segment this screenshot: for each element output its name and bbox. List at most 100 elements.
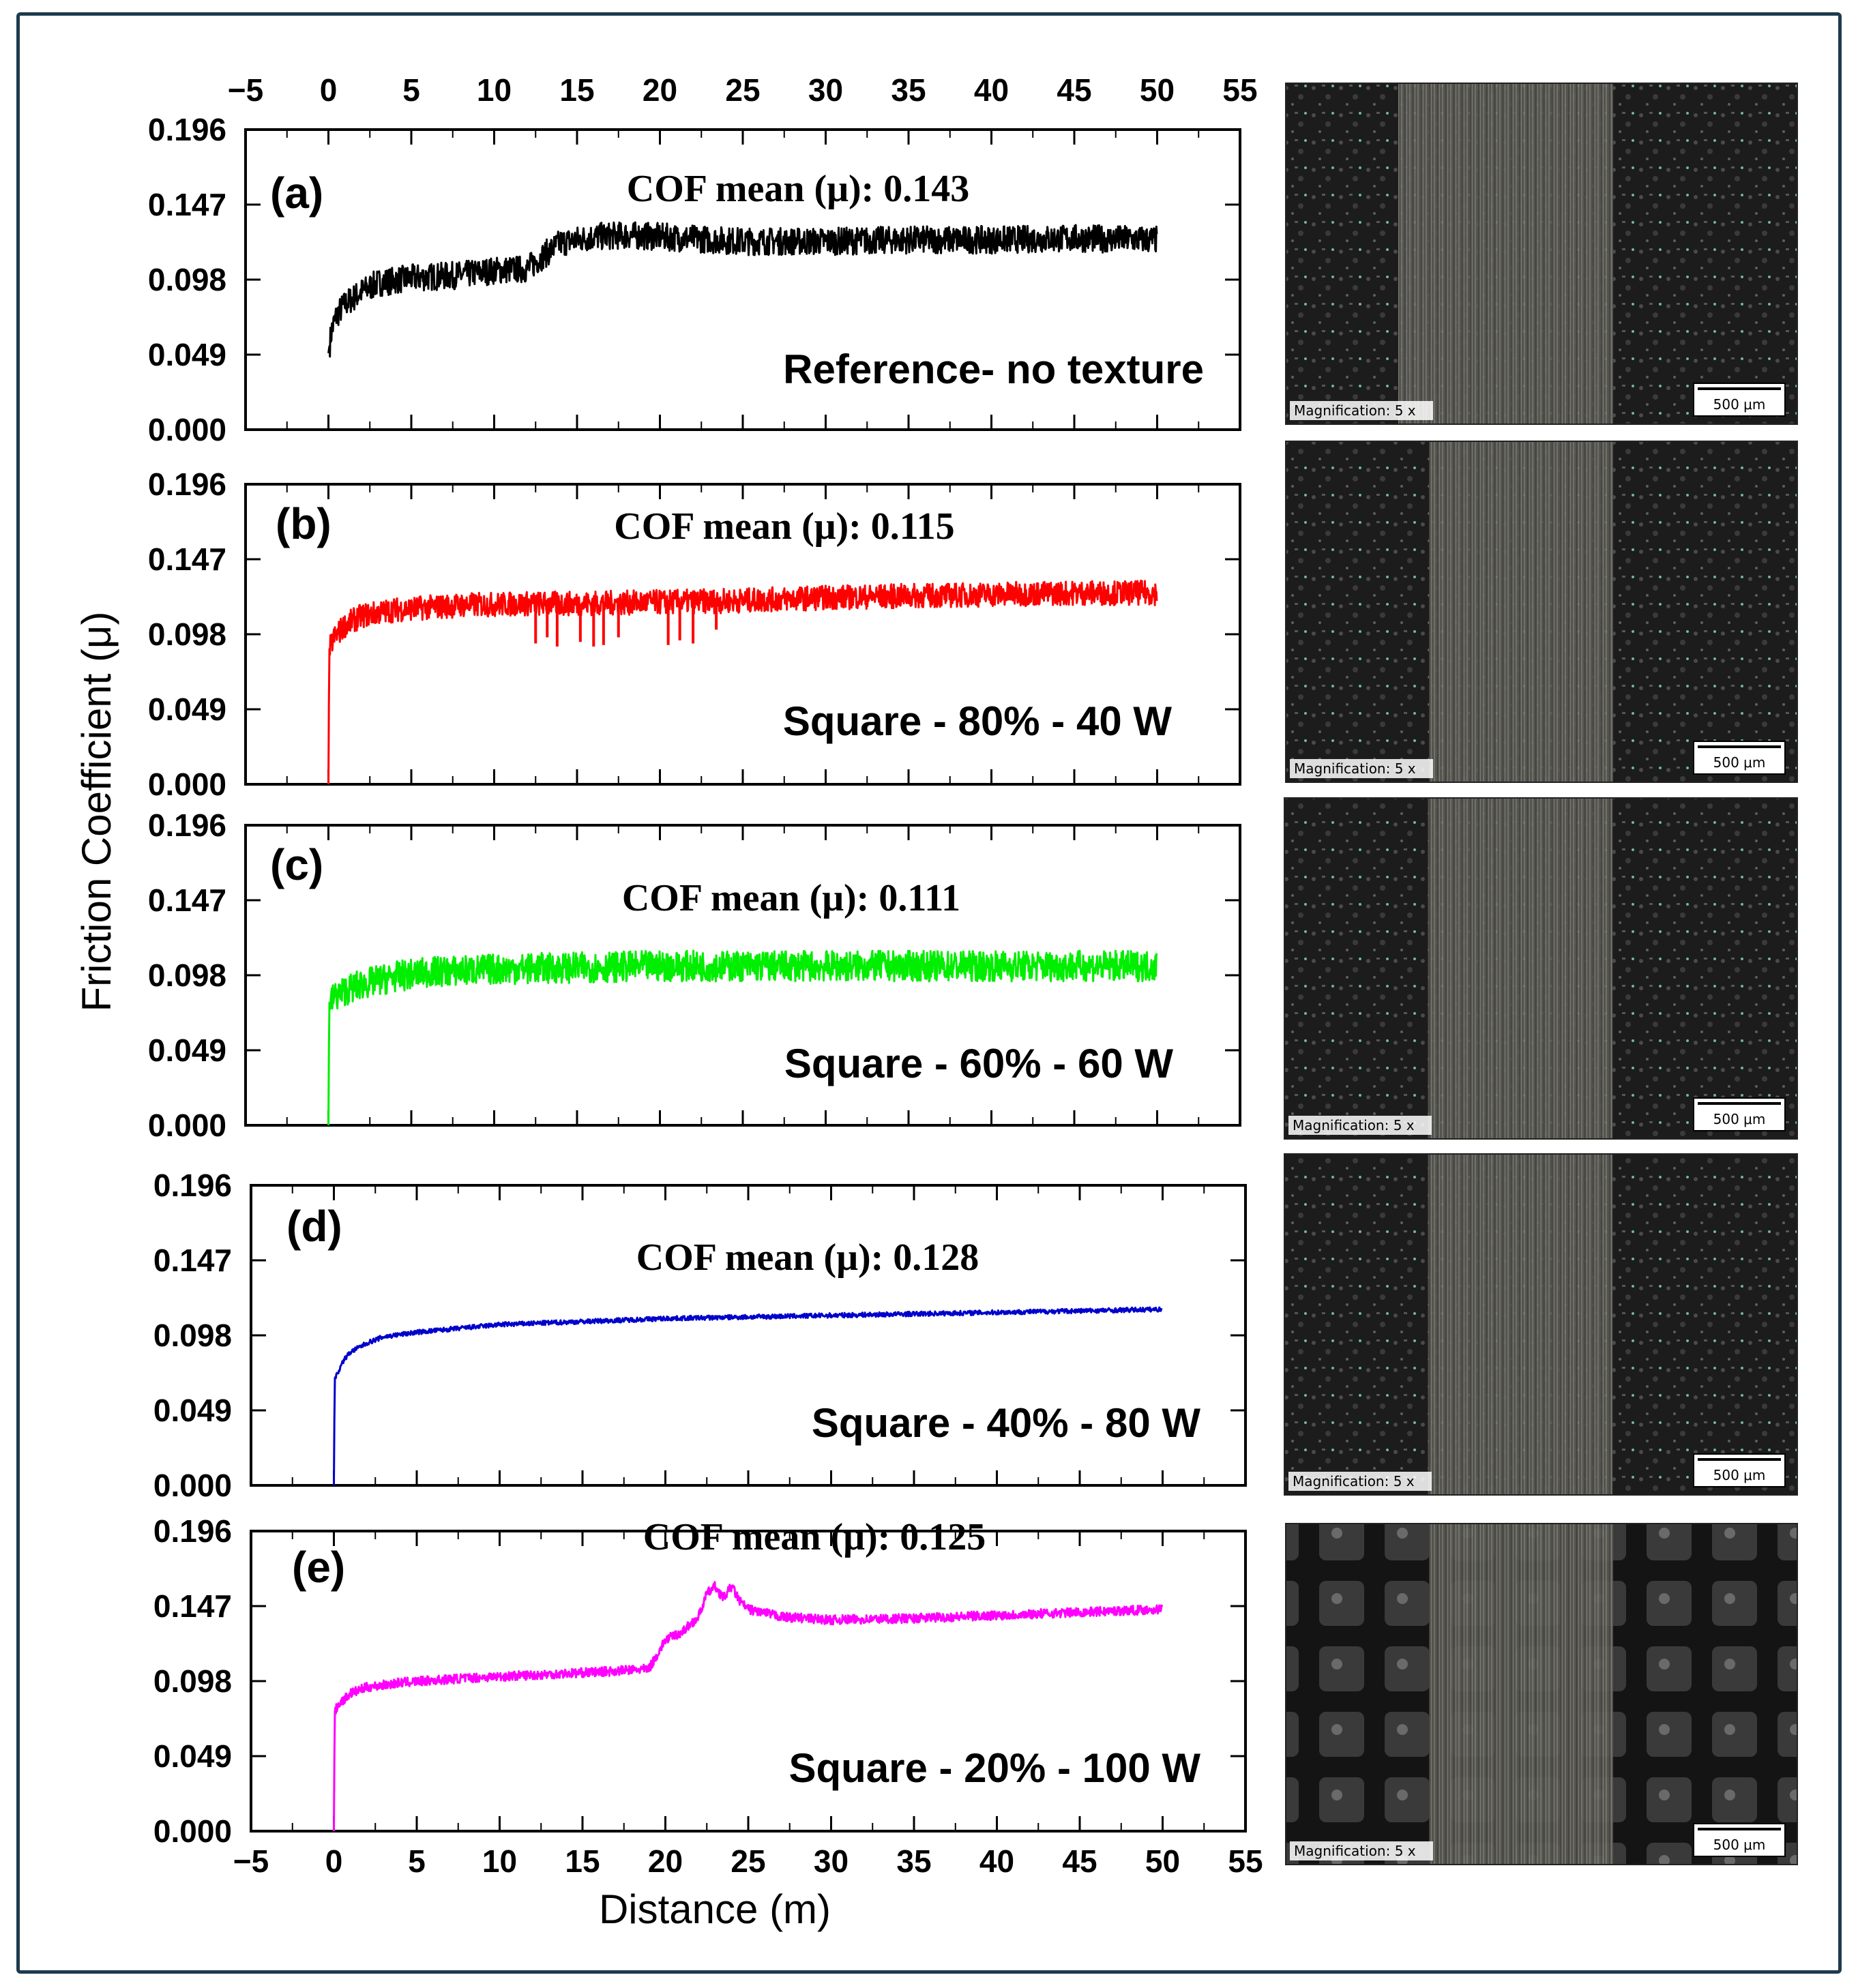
chart-panel-d: 0.000 0.049 0.098 0.147 0.196 (d) COF mean (μ)… — [153, 1168, 1247, 1503]
x-axis-title: Distance (m) — [599, 1886, 831, 1932]
panel-label: (c) — [270, 840, 323, 889]
y-tick-label: 0.098 — [148, 262, 226, 297]
x-tick-label: 10 — [482, 1843, 517, 1879]
cof-series-line — [327, 221, 1158, 358]
y-tick-label: 0.098 — [148, 617, 226, 652]
condition-label: Square - 80% - 40 W — [783, 698, 1173, 744]
y-tick-label: 0.000 — [153, 1468, 232, 1503]
y-tick-label: 0.000 — [153, 1813, 232, 1849]
y-tick-label: 0.049 — [148, 1033, 226, 1068]
y-tick-label: 0.147 — [148, 187, 226, 222]
x-tick-label: 5 — [402, 72, 420, 108]
panel-label: (e) — [292, 1543, 345, 1592]
x-tick-label: 10 — [477, 72, 512, 108]
panel-label: (b) — [276, 499, 331, 548]
x-tick-label: 15 — [559, 72, 594, 108]
magnification-label: Magnification: 5 x — [1294, 760, 1416, 777]
y-tick-label: 0.000 — [148, 412, 226, 447]
micrograph-border — [1285, 441, 1798, 783]
condition-label: Square - 60% - 60 W — [784, 1041, 1174, 1086]
micrograph-border — [1285, 83, 1798, 425]
micrograph-b: Magnification: 5 x 500 μm — [1285, 441, 1798, 783]
micrograph-border — [1285, 1523, 1798, 1865]
x-tick-label: 25 — [725, 72, 760, 108]
x-tick-label: 35 — [896, 1843, 931, 1879]
x-tick-label: 40 — [979, 1843, 1014, 1879]
wear-track — [1398, 83, 1613, 424]
chart-panel-a: −5 0 5 10 15 20 25 30 35 40 45 50 55 0.000 0.049 0.098 0… — [148, 72, 1258, 447]
cof-series-line — [327, 580, 1158, 785]
y-axis-title: Friction Coefficient (μ) — [74, 612, 119, 1012]
wear-track — [1429, 441, 1613, 782]
magnification-box — [1288, 1116, 1432, 1135]
chart-panel-b: 0.000 0.049 0.098 0.147 0.196 (b) COF mean (μ)… — [148, 466, 1241, 802]
condition-label: Square - 40% - 80 W — [812, 1400, 1201, 1446]
magnification-box — [1290, 401, 1433, 420]
x-tick-label: 35 — [891, 72, 926, 108]
x-tick-label: 20 — [648, 1843, 683, 1879]
scale-bar-label: 500 μm — [1713, 1111, 1766, 1127]
y-tick-label: 0.049 — [153, 1738, 232, 1774]
x-tick-label: 0 — [320, 72, 338, 108]
x-tick-label: 45 — [1057, 72, 1091, 108]
condition-label: Square - 20% - 100 W — [788, 1745, 1200, 1791]
scale-bar-label: 500 μm — [1713, 754, 1766, 771]
cof-mean-annotation: COF mean (μ): 0.125 — [643, 1516, 986, 1558]
y-tick-label: 0.098 — [153, 1663, 232, 1699]
cof-series-line — [333, 1581, 1164, 1832]
magnification-box — [1290, 759, 1433, 778]
y-tick-label: 0.049 — [153, 1393, 232, 1428]
y-tick-label: 0.196 — [148, 466, 226, 502]
y-tick-label: 0.196 — [153, 1513, 232, 1549]
micrograph-d: Magnification: 5 x 500 μm — [1284, 1153, 1798, 1496]
y-tick-label: 0.196 — [153, 1168, 232, 1203]
x-tick-label: 30 — [808, 72, 843, 108]
magnification-label: Magnification: 5 x — [1293, 1117, 1415, 1133]
y-tick-label: 0.049 — [148, 692, 226, 727]
condition-label: Reference- no texture — [783, 346, 1204, 392]
x-tick-label: 15 — [565, 1843, 600, 1879]
y-tick-label: 0.147 — [153, 1588, 232, 1624]
y-axis-title-group: Friction Coefficient (μ) — [74, 612, 119, 1012]
panel-label: (a) — [270, 168, 323, 218]
magnification-label: Magnification: 5 x — [1294, 402, 1416, 419]
x-tick-label: 50 — [1140, 72, 1175, 108]
x-tick-label: 5 — [408, 1843, 426, 1879]
chart-panel-c: 0.000 0.049 0.098 0.147 0.196 (c) COF mean (μ)… — [148, 807, 1241, 1143]
micrograph-border — [1284, 797, 1798, 1140]
cof-mean-annotation: COF mean (μ): 0.111 — [622, 877, 960, 919]
magnification-label: Magnification: 5 x — [1293, 1473, 1415, 1489]
x-tick-label: 50 — [1145, 1843, 1180, 1879]
y-tick-label: 0.049 — [148, 337, 226, 372]
cof-mean-annotation: COF mean (μ): 0.143 — [627, 168, 969, 210]
wear-track — [1428, 1154, 1613, 1495]
x-tick-label: 40 — [974, 72, 1009, 108]
x-tick-label: 20 — [643, 72, 677, 108]
y-tick-label: 0.196 — [148, 112, 226, 147]
cof-mean-annotation: COF mean (μ): 0.128 — [636, 1236, 979, 1279]
x-tick-label: −5 — [228, 72, 263, 108]
y-tick-label: 0.147 — [153, 1243, 232, 1278]
y-tick-label: 0.098 — [153, 1318, 232, 1353]
micrograph-a: Magnification: 5 x 500 μm — [1285, 83, 1798, 425]
y-tick-label: 0.098 — [148, 958, 226, 993]
micrograph-c: Magnification: 5 x 500 μm — [1284, 797, 1798, 1140]
cof-series-line — [333, 1306, 1163, 1486]
panel-label: (d) — [286, 1202, 342, 1251]
y-tick-label: 0.196 — [148, 807, 226, 843]
y-tick-label: 0.000 — [148, 767, 226, 802]
micrograph-e: Magnification: 5 x 500 μm — [1285, 1523, 1798, 1865]
x-tick-label: 45 — [1062, 1843, 1097, 1879]
x-tick-label: 30 — [814, 1843, 849, 1879]
magnification-label: Magnification: 5 x — [1294, 1843, 1416, 1859]
magnification-box — [1290, 1841, 1433, 1860]
magnification-box — [1288, 1472, 1432, 1491]
scale-bar-label: 500 μm — [1713, 1467, 1766, 1483]
x-tick-label: 55 — [1228, 1843, 1263, 1879]
scale-bar-label: 500 μm — [1713, 1837, 1766, 1853]
x-tick-label: −5 — [233, 1843, 269, 1879]
wear-track — [1428, 798, 1613, 1139]
cof-series-line — [327, 949, 1158, 1126]
x-tick-label: 0 — [325, 1843, 343, 1879]
